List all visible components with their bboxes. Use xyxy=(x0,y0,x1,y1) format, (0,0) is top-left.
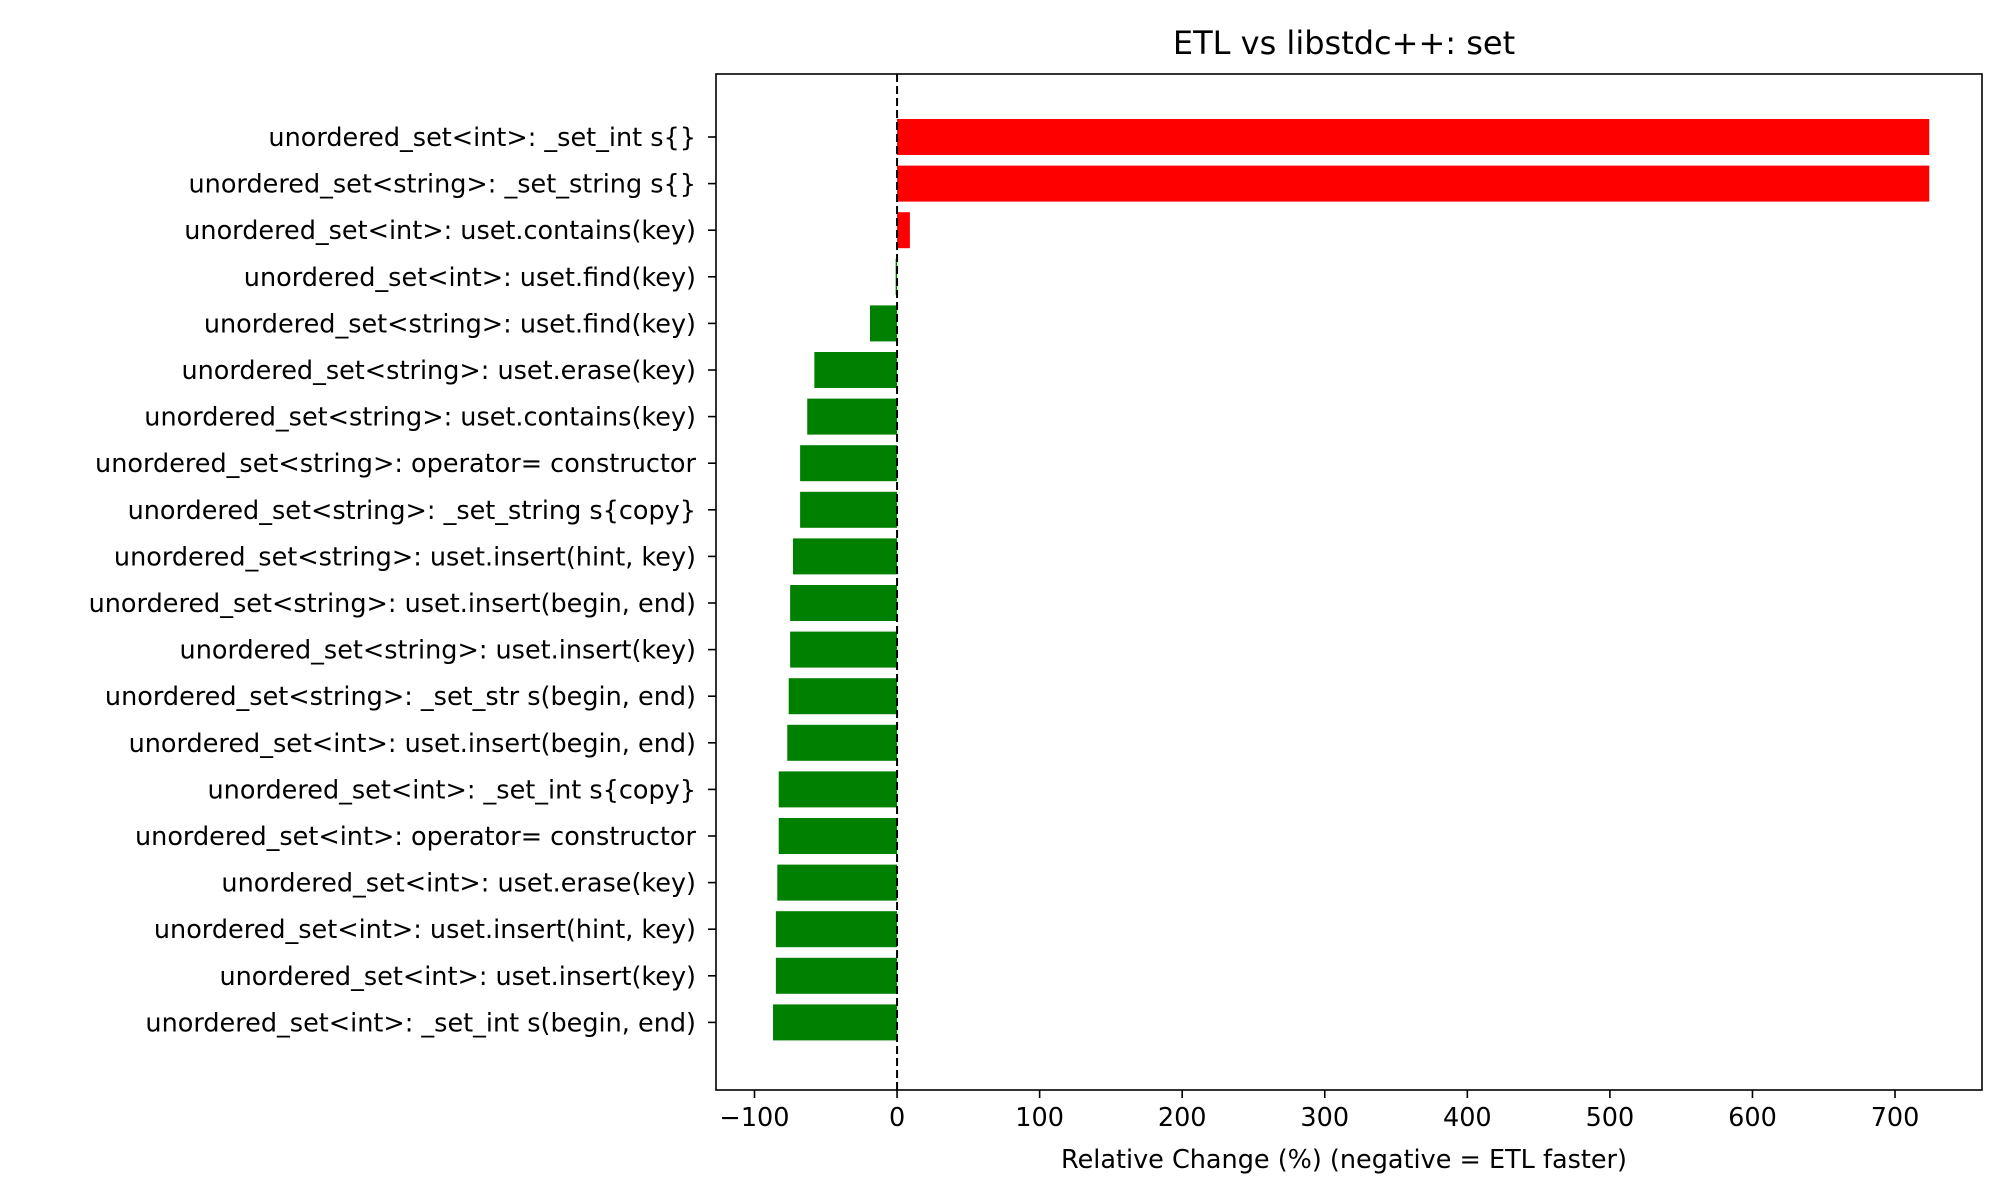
bar xyxy=(895,258,898,295)
bars-group xyxy=(773,119,1930,1041)
x-tick-label: 0 xyxy=(889,1103,905,1133)
x-tick-label: −100 xyxy=(719,1103,789,1133)
category-label: unordered_set<string>: uset.find(key) xyxy=(204,309,696,339)
category-label: unordered_set<string>: _set_str s(begin,… xyxy=(105,682,696,712)
bar xyxy=(800,445,898,482)
category-label: unordered_set<string>: uset.insert(hint,… xyxy=(114,542,696,572)
bar xyxy=(773,1004,898,1041)
category-label: unordered_set<string>: uset.erase(key) xyxy=(181,356,696,386)
category-label: unordered_set<int>: _set_int s{} xyxy=(268,123,696,153)
category-label: unordered_set<int>: _set_int s(begin, en… xyxy=(145,1008,696,1038)
bar xyxy=(869,305,898,342)
bar xyxy=(777,864,898,901)
category-label: unordered_set<string>: uset.insert(key) xyxy=(180,636,696,666)
category-label: unordered_set<string>: uset.insert(begin… xyxy=(89,589,696,619)
category-label: unordered_set<int>: uset.insert(hint, ke… xyxy=(154,915,696,945)
category-label: unordered_set<int>: uset.contains(key) xyxy=(184,216,696,246)
bar xyxy=(792,538,898,575)
category-labels: unordered_set<int>: _set_int s{} unordere… xyxy=(89,123,716,1038)
x-tick-label: 300 xyxy=(1300,1103,1349,1133)
category-label: unordered_set<int>: _set_int s{copy} xyxy=(208,775,696,805)
x-tick-label: 200 xyxy=(1158,1103,1207,1133)
bar xyxy=(814,352,898,388)
x-axis-ticks: −100 0 100 200 300 400 500 600 700 xyxy=(719,1090,1919,1133)
x-tick-label: 500 xyxy=(1586,1103,1635,1133)
chart-title: ETL vs libstdc++: set xyxy=(1173,24,1515,62)
bar xyxy=(800,491,898,528)
bar xyxy=(775,911,898,948)
bar xyxy=(897,119,1930,155)
x-tick-label: 400 xyxy=(1443,1103,1492,1133)
category-label: unordered_set<string>: _set_string s{cop… xyxy=(128,496,696,526)
x-axis-label: Relative Change (%) (negative = ETL fast… xyxy=(1061,1145,1627,1175)
bar xyxy=(897,212,910,249)
category-label: unordered_set<int>: uset.erase(key) xyxy=(221,869,696,899)
category-label: unordered_set<int>: operator= constructo… xyxy=(135,822,697,852)
bar xyxy=(775,957,898,994)
x-tick-label: 100 xyxy=(1015,1103,1064,1133)
x-tick-label: 600 xyxy=(1728,1103,1777,1133)
bar xyxy=(778,818,898,854)
category-label: unordered_set<int>: uset.insert(key) xyxy=(219,962,696,992)
category-label: unordered_set<string>: operator= constru… xyxy=(95,449,696,479)
bar xyxy=(790,631,898,668)
bar xyxy=(787,724,898,761)
bar xyxy=(897,165,1930,202)
bar xyxy=(790,585,898,621)
x-tick-label: 700 xyxy=(1871,1103,1920,1133)
plot-area-frame xyxy=(715,73,1983,1091)
category-label: unordered_set<int>: uset.insert(begin, e… xyxy=(129,729,696,759)
category-label: unordered_set<string>: _set_string s{} xyxy=(189,170,697,200)
category-label: unordered_set<string>: uset.contains(key… xyxy=(144,403,696,433)
bar xyxy=(788,678,898,715)
bar xyxy=(807,398,898,435)
category-label: unordered_set<int>: uset.find(key) xyxy=(244,263,696,293)
bar xyxy=(778,771,898,808)
